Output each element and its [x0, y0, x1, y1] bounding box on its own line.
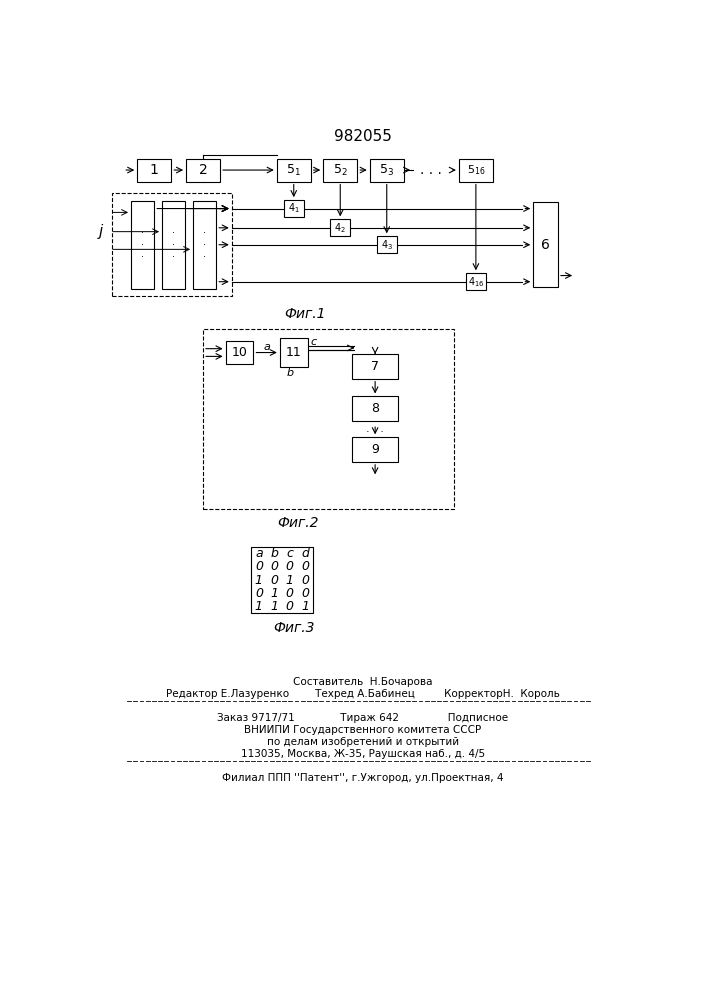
Text: 0: 0 — [286, 600, 294, 613]
Text: $4_1$: $4_1$ — [288, 202, 300, 215]
Bar — [276, 158, 311, 182]
Text: Фиг.2: Фиг.2 — [277, 516, 318, 530]
Text: 982055: 982055 — [334, 129, 392, 144]
Bar — [226, 341, 253, 364]
Text: 0: 0 — [301, 560, 310, 573]
Bar — [370, 158, 404, 182]
Text: 0: 0 — [270, 574, 279, 587]
Text: 0: 0 — [255, 587, 263, 600]
Text: 1: 1 — [270, 587, 279, 600]
Bar — [377, 236, 397, 253]
Bar — [280, 338, 308, 367]
Text: $5_2$: $5_2$ — [333, 162, 348, 178]
Bar — [533, 202, 558, 287]
Text: $5_1$: $5_1$ — [286, 162, 301, 178]
Bar — [251, 547, 313, 613]
Text: 10: 10 — [232, 346, 247, 359]
Text: 0: 0 — [270, 560, 279, 573]
Text: d: d — [301, 547, 310, 560]
Bar — [137, 158, 171, 182]
Text: b: b — [287, 368, 294, 378]
Text: 0: 0 — [286, 587, 294, 600]
Text: 7: 7 — [371, 360, 379, 373]
Bar — [330, 219, 351, 236]
Text: Редактор Е.Лазуренко        Техред А.Бабинец         КорректорН.  Король: Редактор Е.Лазуренко Техред А.Бабинец Ко… — [165, 689, 560, 699]
Text: b: b — [271, 547, 279, 560]
Bar — [186, 158, 220, 182]
Text: 1: 1 — [301, 600, 310, 613]
Text: 2: 2 — [199, 163, 207, 177]
Text: 11: 11 — [286, 346, 302, 359]
Text: $4_{16}$: $4_{16}$ — [467, 275, 484, 289]
Text: a: a — [263, 342, 270, 352]
Text: . . .: . . . — [421, 163, 443, 177]
Bar — [193, 201, 216, 289]
Bar — [284, 200, 304, 217]
Text: . . .: . . . — [366, 424, 384, 434]
Text: a: a — [255, 547, 263, 560]
Bar — [323, 158, 357, 182]
Bar — [131, 201, 154, 289]
Text: Фиг.1: Фиг.1 — [285, 307, 326, 321]
Bar — [112, 193, 232, 296]
Text: 0: 0 — [301, 587, 310, 600]
Bar — [352, 354, 398, 379]
Text: c: c — [286, 547, 293, 560]
Text: $4_2$: $4_2$ — [334, 221, 346, 235]
Text: Заказ 9717/71              Тираж 642               Подписное: Заказ 9717/71 Тираж 642 Подписное — [217, 713, 508, 723]
Text: по делам изобретений и открытий: по делам изобретений и открытий — [267, 737, 459, 747]
Bar — [162, 201, 185, 289]
Bar — [352, 396, 398, 421]
Text: ·
·
·: · · · — [203, 229, 206, 262]
Text: c: c — [310, 337, 316, 347]
Text: 6: 6 — [541, 238, 550, 252]
Text: 1: 1 — [255, 574, 263, 587]
Text: Фиг.3: Фиг.3 — [273, 621, 315, 635]
Text: 1: 1 — [270, 600, 279, 613]
Text: 1: 1 — [255, 600, 263, 613]
Text: 0: 0 — [286, 560, 294, 573]
Text: ·
·
·: · · · — [172, 229, 175, 262]
Text: 8: 8 — [371, 402, 379, 415]
Text: j: j — [99, 224, 103, 239]
Text: ·
·
·: · · · — [141, 229, 144, 262]
Text: $5_{16}$: $5_{16}$ — [467, 163, 485, 177]
Bar — [459, 158, 493, 182]
Text: ВНИИПИ Государственного комитета СССР: ВНИИПИ Государственного комитета СССР — [244, 725, 481, 735]
Text: Составитель  Н.Бочарова: Составитель Н.Бочарова — [293, 677, 433, 687]
Text: 0: 0 — [301, 574, 310, 587]
Text: $5_3$: $5_3$ — [379, 162, 395, 178]
Text: 1: 1 — [286, 574, 294, 587]
Text: 113035, Москва, Ж-35, Раушская наб., д. 4/5: 113035, Москва, Ж-35, Раушская наб., д. … — [240, 749, 485, 759]
Bar — [466, 273, 486, 290]
Text: 1: 1 — [150, 163, 158, 177]
Text: 9: 9 — [371, 443, 379, 456]
Text: $4_3$: $4_3$ — [380, 238, 393, 252]
Bar — [352, 437, 398, 462]
Text: Филиал ППП ''Патент'', г.Ужгород, ул.Проектная, 4: Филиал ППП ''Патент'', г.Ужгород, ул.Про… — [222, 773, 503, 783]
Text: 0: 0 — [255, 560, 263, 573]
Bar — [203, 329, 454, 509]
